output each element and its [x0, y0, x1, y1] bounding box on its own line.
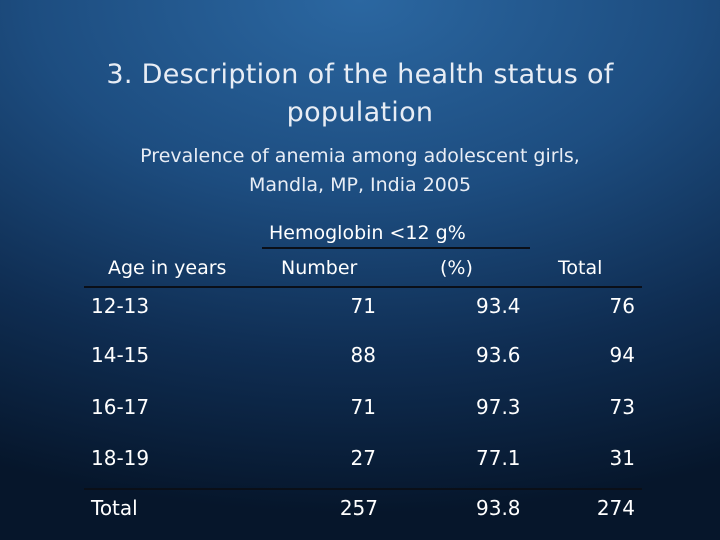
- cell-percent: 93.6: [476, 343, 521, 367]
- cell-total: 31: [609, 446, 635, 470]
- group-header-rule: [262, 247, 530, 249]
- cell-age: 14-15: [91, 343, 150, 367]
- cell-total: 94: [609, 343, 635, 367]
- group-header-hemoglobin: Hemoglobin <12 g%: [269, 222, 466, 244]
- table-caption-line-2: Mandla, MP, India 2005: [248, 174, 472, 196]
- cell-number-total: 257: [339, 496, 378, 520]
- cell-number: 71: [350, 395, 376, 419]
- cell-percent-total: 93.8: [476, 496, 521, 520]
- cell-total-total: 274: [596, 496, 635, 520]
- header-rule: [84, 286, 642, 288]
- cell-age: 12-13: [91, 294, 150, 318]
- table-caption: Prevalence of anemia among adolescent gi…: [0, 142, 720, 200]
- cell-percent: 77.1: [476, 446, 521, 470]
- column-header-number: Number: [281, 257, 358, 279]
- slide-title-line-2: population: [286, 97, 434, 128]
- cell-percent: 97.3: [476, 395, 521, 419]
- cell-total: 73: [609, 395, 635, 419]
- cell-age: 18-19: [91, 446, 150, 470]
- total-rule: [84, 488, 642, 490]
- cell-number: 88: [350, 343, 376, 367]
- cell-age-total: Total: [91, 496, 138, 520]
- cell-total: 76: [609, 294, 635, 318]
- column-header-percent: (%): [440, 257, 473, 279]
- column-header-age: Age in years: [108, 257, 227, 279]
- cell-number: 71: [350, 294, 376, 318]
- cell-percent: 93.4: [476, 294, 521, 318]
- table-caption-line-1: Prevalence of anemia among adolescent gi…: [140, 145, 580, 167]
- slide-title-line-1: 3. Description of the health status of: [106, 59, 614, 90]
- cell-age: 16-17: [91, 395, 150, 419]
- slide-title: 3. Description of the health status of p…: [0, 56, 720, 132]
- cell-number: 27: [350, 446, 376, 470]
- column-header-total: Total: [558, 257, 603, 279]
